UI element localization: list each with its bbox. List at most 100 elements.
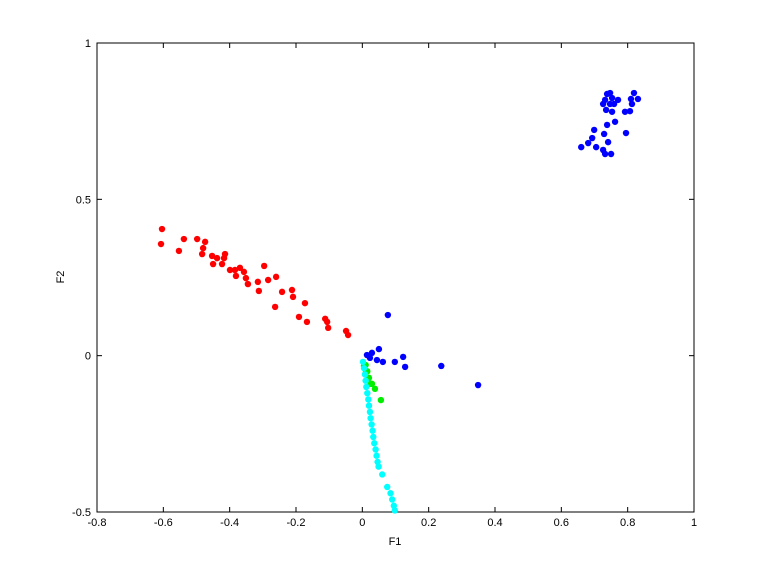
point bbox=[368, 349, 376, 357]
x-tick-label: 0.2 bbox=[421, 517, 436, 529]
point bbox=[209, 260, 217, 268]
x-tick-label: 1 bbox=[691, 517, 697, 529]
point bbox=[371, 440, 378, 447]
point bbox=[438, 362, 445, 370]
point bbox=[226, 266, 234, 274]
point bbox=[627, 95, 635, 103]
point bbox=[603, 121, 611, 129]
point bbox=[584, 139, 592, 147]
point bbox=[213, 254, 221, 262]
point bbox=[604, 138, 612, 146]
point bbox=[474, 381, 482, 389]
x-tick-label: -0.6 bbox=[154, 517, 173, 529]
point bbox=[244, 280, 252, 288]
y-tick-label: 0 bbox=[85, 351, 91, 363]
y-tick-label: 1 bbox=[85, 38, 91, 50]
point bbox=[373, 452, 380, 459]
point bbox=[369, 427, 376, 434]
point bbox=[361, 371, 369, 378]
point bbox=[588, 134, 596, 142]
point bbox=[344, 331, 352, 339]
point bbox=[391, 507, 399, 514]
point bbox=[391, 358, 399, 366]
point bbox=[592, 143, 600, 151]
point bbox=[600, 130, 608, 138]
point bbox=[289, 293, 297, 301]
point bbox=[236, 264, 244, 272]
point bbox=[255, 287, 263, 295]
x-axis-label: F1 bbox=[389, 536, 402, 548]
point bbox=[628, 100, 636, 108]
x-tick-label: 0.8 bbox=[620, 517, 635, 529]
point bbox=[401, 363, 409, 371]
point bbox=[608, 108, 616, 115]
point bbox=[303, 318, 311, 326]
point bbox=[180, 235, 188, 243]
point bbox=[288, 286, 296, 294]
point bbox=[578, 143, 585, 151]
point bbox=[379, 358, 387, 366]
x-tick-label: -0.4 bbox=[220, 517, 239, 529]
point bbox=[295, 313, 303, 321]
point bbox=[218, 260, 226, 268]
point bbox=[363, 383, 370, 391]
point bbox=[367, 415, 374, 422]
point bbox=[601, 96, 609, 104]
y-axis-label: F2 bbox=[55, 271, 67, 284]
point bbox=[240, 268, 248, 276]
point bbox=[271, 303, 279, 311]
point bbox=[175, 247, 183, 255]
point bbox=[368, 421, 375, 428]
point bbox=[208, 252, 216, 260]
point bbox=[365, 396, 372, 403]
point bbox=[375, 463, 382, 470]
x-tick-label: 0.4 bbox=[487, 517, 502, 529]
x-tick-label: 0 bbox=[359, 517, 365, 529]
x-tick-label: -0.8 bbox=[88, 517, 107, 529]
point bbox=[301, 299, 309, 307]
point bbox=[384, 483, 391, 491]
point bbox=[626, 107, 634, 115]
point bbox=[388, 496, 396, 503]
point bbox=[611, 118, 619, 125]
point bbox=[610, 100, 618, 108]
point bbox=[201, 238, 209, 246]
point bbox=[608, 94, 616, 102]
point bbox=[373, 356, 381, 364]
point bbox=[242, 274, 250, 282]
point bbox=[634, 95, 642, 103]
point bbox=[384, 311, 392, 319]
x-tick-label: -0.2 bbox=[287, 517, 306, 529]
y-tick-label: -0.5 bbox=[72, 507, 91, 519]
point bbox=[399, 353, 407, 361]
point bbox=[362, 377, 369, 384]
point bbox=[590, 126, 598, 134]
plot-box bbox=[96, 42, 695, 513]
point bbox=[602, 106, 610, 114]
point bbox=[379, 471, 386, 478]
point bbox=[372, 446, 379, 453]
point bbox=[199, 244, 207, 252]
point bbox=[371, 385, 379, 393]
point bbox=[607, 150, 615, 158]
point bbox=[157, 240, 165, 248]
point bbox=[254, 278, 262, 286]
point bbox=[158, 225, 166, 233]
point bbox=[272, 273, 280, 281]
point bbox=[370, 433, 377, 441]
point bbox=[366, 354, 374, 362]
y-tick-label: 0.5 bbox=[76, 194, 91, 206]
point bbox=[622, 129, 630, 137]
point bbox=[366, 408, 374, 416]
point bbox=[264, 276, 272, 284]
point bbox=[364, 389, 371, 397]
x-tick-label: 0.6 bbox=[554, 517, 569, 529]
point bbox=[324, 324, 332, 332]
point bbox=[365, 402, 373, 409]
point bbox=[621, 108, 629, 115]
point bbox=[198, 250, 206, 258]
point bbox=[231, 266, 239, 274]
point bbox=[601, 150, 609, 158]
point bbox=[260, 262, 268, 270]
